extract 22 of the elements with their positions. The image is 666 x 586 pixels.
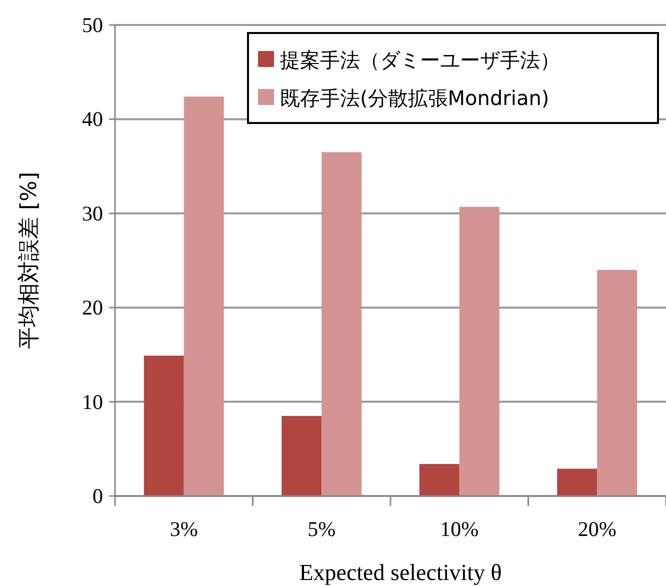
bar [459, 206, 500, 496]
y-tick-label: 30 [82, 201, 103, 226]
bar [322, 152, 362, 496]
bar [557, 468, 598, 496]
bar [184, 96, 224, 496]
bar [597, 270, 638, 496]
bar [282, 416, 322, 496]
x-tick-label: 20% [578, 517, 616, 541]
legend-label: 既存手法(分散拡張Mondrian) [280, 86, 550, 110]
x-tick-label: 10% [440, 517, 479, 541]
y-tick-label: 50 [82, 13, 103, 37]
bar [144, 356, 184, 496]
y-axis-title: 平均相対誤差 [%] [17, 172, 42, 350]
y-tick-label: 0 [92, 484, 103, 508]
y-tick-label: 10 [82, 390, 103, 414]
x-tick-label: 3% [170, 517, 198, 541]
bar [419, 464, 460, 496]
x-axis-title: Expected selectivity θ [299, 560, 502, 585]
legend-label: 提案手法（ダミーユーザ手法） [280, 48, 560, 72]
y-tick-label: 20 [82, 296, 103, 320]
y-tick-label: 40 [82, 107, 103, 132]
x-tick-label: 5% [308, 517, 336, 541]
